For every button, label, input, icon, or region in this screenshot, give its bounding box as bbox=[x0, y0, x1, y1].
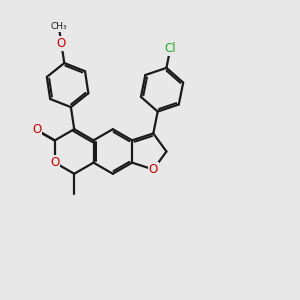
Text: Cl: Cl bbox=[165, 42, 176, 55]
Text: O: O bbox=[149, 163, 158, 176]
Text: O: O bbox=[57, 37, 66, 50]
Text: CH₃: CH₃ bbox=[50, 22, 67, 31]
Text: O: O bbox=[32, 123, 41, 136]
Text: O: O bbox=[50, 156, 59, 169]
